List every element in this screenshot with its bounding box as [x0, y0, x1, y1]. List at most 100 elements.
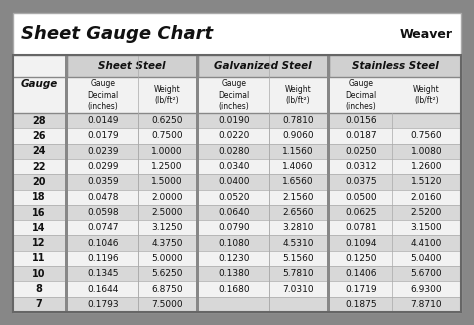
Text: 0.1406: 0.1406 [345, 269, 377, 278]
Text: Gauge
Decimal
(inches): Gauge Decimal (inches) [219, 79, 250, 111]
Text: 0.0747: 0.0747 [87, 223, 119, 232]
Bar [327, 55, 330, 312]
Text: 8: 8 [36, 284, 43, 294]
Text: 24: 24 [32, 146, 46, 156]
Bar [13, 189, 461, 205]
Text: 0.0312: 0.0312 [345, 162, 377, 171]
Text: 4.4100: 4.4100 [411, 239, 442, 248]
Bar [196, 55, 199, 312]
Bar [269, 77, 327, 113]
Bar [13, 266, 461, 281]
Text: 1.0000: 1.0000 [151, 147, 183, 156]
Text: 0.1230: 0.1230 [218, 254, 250, 263]
Text: 0.1046: 0.1046 [87, 239, 119, 248]
Text: 0.1793: 0.1793 [87, 300, 119, 309]
Text: 0.1644: 0.1644 [87, 285, 118, 293]
Bar [65, 55, 68, 312]
Text: Sheet Steel: Sheet Steel [98, 61, 166, 71]
Text: 3.1250: 3.1250 [151, 223, 183, 232]
Bar [13, 174, 461, 189]
Bar [68, 55, 196, 77]
Text: 28: 28 [32, 116, 46, 126]
Bar [13, 235, 461, 251]
Bar [13, 55, 65, 113]
Text: 0.1196: 0.1196 [87, 254, 119, 263]
Text: 0.1345: 0.1345 [87, 269, 119, 278]
Text: 7.0310: 7.0310 [282, 285, 314, 293]
Text: 2.0160: 2.0160 [411, 193, 442, 202]
Bar [68, 77, 138, 113]
Bar [138, 77, 196, 113]
Bar [199, 77, 269, 113]
Text: 0.0478: 0.0478 [87, 193, 119, 202]
Text: 6.8750: 6.8750 [151, 285, 183, 293]
Text: 0.0190: 0.0190 [218, 116, 250, 125]
Text: 0.1680: 0.1680 [218, 285, 250, 293]
Text: 4.3750: 4.3750 [151, 239, 183, 248]
Text: 0.0340: 0.0340 [218, 162, 250, 171]
Text: Gauge
Decimal
(inches): Gauge Decimal (inches) [87, 79, 118, 111]
Text: 12: 12 [32, 238, 46, 248]
Text: 1.6560: 1.6560 [282, 177, 314, 186]
Text: 0.0500: 0.0500 [345, 193, 377, 202]
Text: 0.1719: 0.1719 [345, 285, 377, 293]
Text: 0.0156: 0.0156 [345, 116, 377, 125]
Text: 0.0640: 0.0640 [218, 208, 250, 217]
Bar [13, 113, 461, 128]
Text: 0.0781: 0.0781 [345, 223, 377, 232]
Text: Gauge
Decimal
(inches): Gauge Decimal (inches) [346, 79, 377, 111]
Text: 14: 14 [32, 223, 46, 233]
Text: Gauge: Gauge [20, 79, 58, 89]
Text: 0.1380: 0.1380 [218, 269, 250, 278]
Bar [330, 55, 461, 77]
Text: 11: 11 [32, 254, 46, 264]
Text: 10: 10 [32, 269, 46, 279]
Text: Weight
(lb/ft²): Weight (lb/ft²) [413, 84, 440, 105]
Text: 0.1094: 0.1094 [345, 239, 377, 248]
Bar [13, 144, 461, 159]
Text: 1.1560: 1.1560 [282, 147, 314, 156]
Text: 0.1875: 0.1875 [345, 300, 377, 309]
Text: 5.6250: 5.6250 [151, 269, 183, 278]
Text: 5.7810: 5.7810 [282, 269, 314, 278]
Text: 0.0520: 0.0520 [218, 193, 250, 202]
Text: 0.9060: 0.9060 [282, 131, 314, 140]
Text: 2.6560: 2.6560 [282, 208, 314, 217]
Text: 0.0359: 0.0359 [87, 177, 119, 186]
Text: 0.7810: 0.7810 [282, 116, 314, 125]
Text: 7.8710: 7.8710 [410, 300, 442, 309]
Text: 0.0790: 0.0790 [218, 223, 250, 232]
Bar [13, 281, 461, 297]
Text: 4.5310: 4.5310 [282, 239, 314, 248]
Text: 0.0250: 0.0250 [345, 147, 377, 156]
Text: 20: 20 [32, 177, 46, 187]
Text: 1.5000: 1.5000 [151, 177, 183, 186]
Text: 16: 16 [32, 207, 46, 217]
Text: 0.1080: 0.1080 [218, 239, 250, 248]
Text: 7: 7 [36, 299, 42, 309]
Bar [13, 128, 461, 144]
Text: 0.0179: 0.0179 [87, 131, 119, 140]
Text: 0.0400: 0.0400 [218, 177, 250, 186]
Text: 0.0187: 0.0187 [345, 131, 377, 140]
Text: 1.4060: 1.4060 [282, 162, 314, 171]
Text: 2.5200: 2.5200 [411, 208, 442, 217]
Text: 5.0400: 5.0400 [411, 254, 442, 263]
Text: 0.0299: 0.0299 [87, 162, 119, 171]
Text: 0.0625: 0.0625 [345, 208, 377, 217]
Text: 2.5000: 2.5000 [151, 208, 183, 217]
Text: 3.2810: 3.2810 [282, 223, 314, 232]
Bar [13, 251, 461, 266]
Bar [13, 55, 461, 312]
Text: 1.2600: 1.2600 [411, 162, 442, 171]
Bar [13, 297, 461, 312]
Text: 0.0239: 0.0239 [87, 147, 119, 156]
Text: 0.0375: 0.0375 [345, 177, 377, 186]
Bar [13, 159, 461, 174]
Text: 5.6700: 5.6700 [410, 269, 442, 278]
Bar [13, 220, 461, 235]
Text: 2.1560: 2.1560 [282, 193, 314, 202]
Text: 26: 26 [32, 131, 46, 141]
Text: 1.0080: 1.0080 [410, 147, 442, 156]
Bar [13, 205, 461, 220]
